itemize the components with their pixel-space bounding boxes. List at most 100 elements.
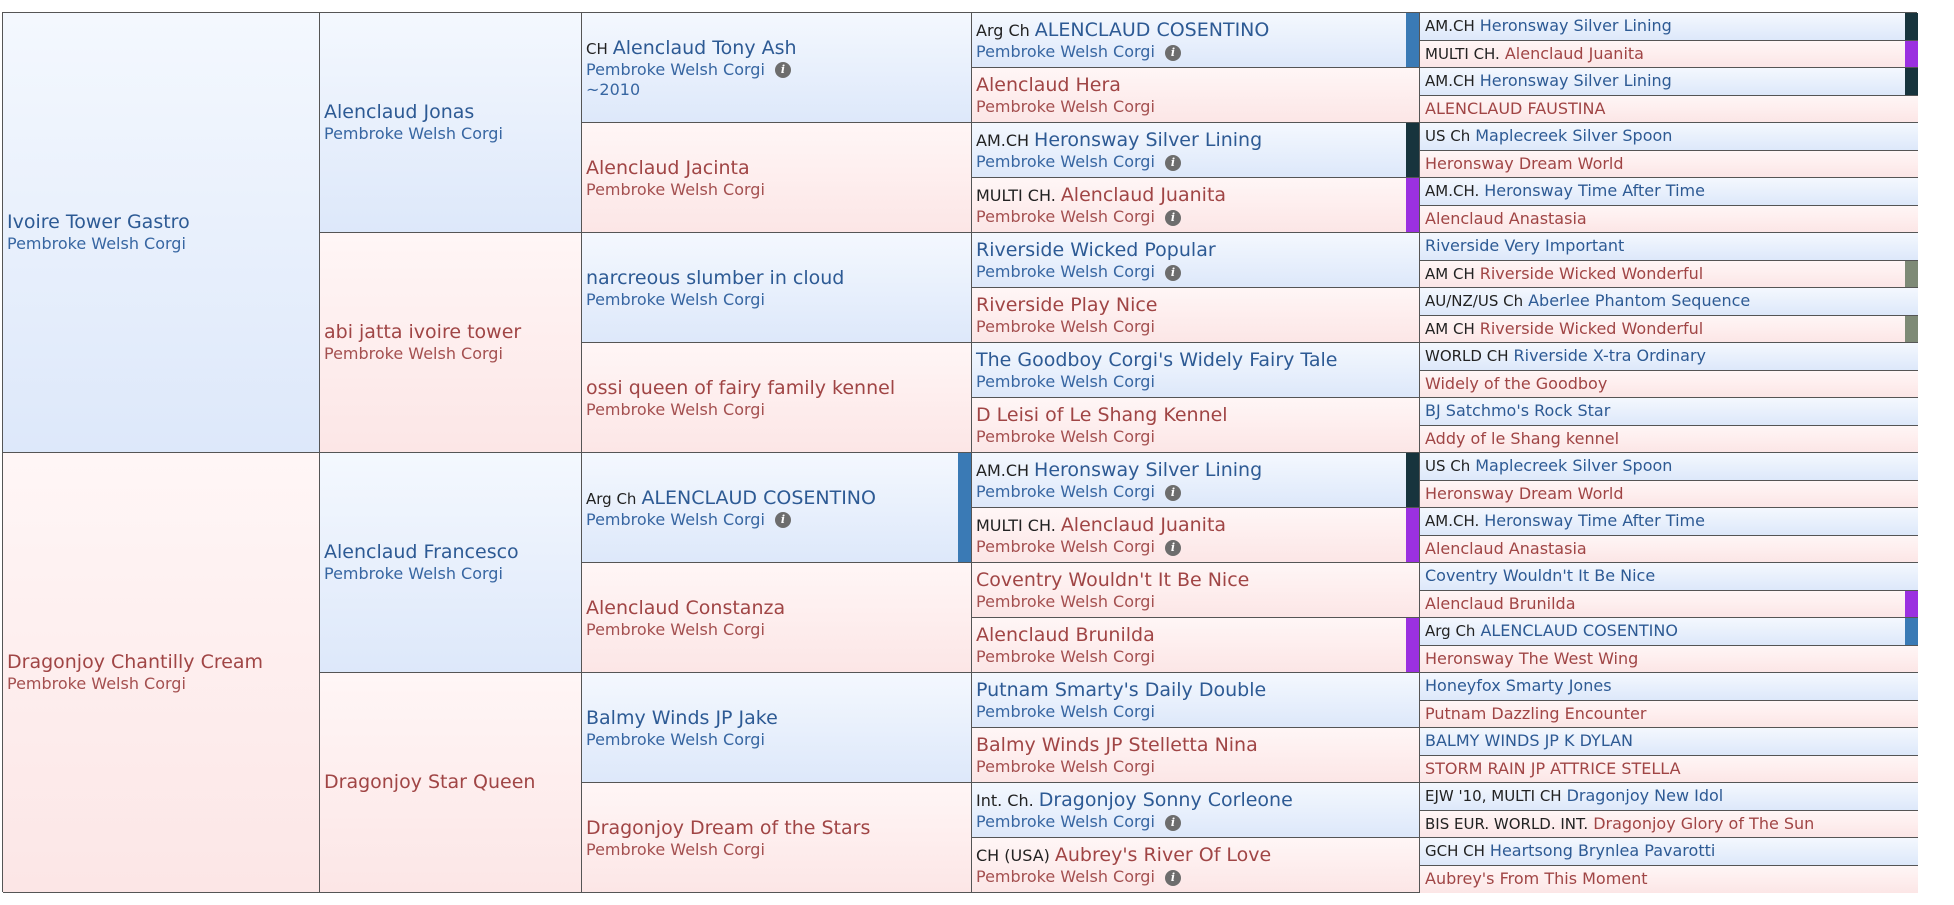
dog-name-link[interactable]: abi jatta ivoire tower — [324, 321, 522, 343]
info-icon[interactable]: i — [1164, 209, 1181, 226]
dog-name-link[interactable]: Alenclaud Juanita — [1060, 184, 1227, 206]
dog-name-link[interactable]: Maplecreek Silver Spoon — [1475, 456, 1673, 476]
info-icon[interactable]: i — [1164, 154, 1181, 171]
dog-name-link[interactable]: Alenclaud Anastasia — [1425, 538, 1587, 558]
breed-label[interactable]: Pembroke Welsh Corgi — [976, 482, 1155, 501]
pedigree-cell[interactable]: US Ch Maplecreek Silver Spoon — [1420, 123, 1918, 151]
breed-label[interactable]: Pembroke Welsh Corgi — [976, 372, 1155, 391]
breed-label[interactable]: Pembroke Welsh Corgi — [586, 619, 765, 639]
dog-name-link[interactable]: BJ Satchmo's Rock Star — [1425, 401, 1611, 421]
breed-label[interactable]: Pembroke Welsh Corgi — [976, 702, 1155, 721]
breed-label[interactable]: Pembroke Welsh Corgi — [976, 812, 1155, 831]
dog-name-link[interactable]: ALENCLAUD COSENTINO — [1034, 19, 1270, 41]
pedigree-cell[interactable]: Coventry Wouldn't It Be Nice Pembroke We… — [972, 563, 1420, 618]
pedigree-cell[interactable]: EJW '10, MULTI CH Dragonjoy New Idol — [1420, 783, 1918, 811]
breed-label[interactable]: Pembroke Welsh Corgi — [976, 537, 1155, 556]
breed-label[interactable]: Pembroke Welsh Corgi — [586, 179, 765, 199]
pedigree-cell[interactable]: Putnam Dazzling Encounter — [1420, 700, 1918, 728]
pedigree-dam-cell[interactable]: Dragonjoy Chantilly Cream Pembroke Welsh… — [3, 453, 320, 893]
breed-label[interactable]: Pembroke Welsh Corgi — [976, 152, 1155, 171]
dog-name-link[interactable]: Honeyfox Smarty Jones — [1425, 676, 1612, 696]
breed-label[interactable]: Pembroke Welsh Corgi — [586, 399, 765, 419]
dog-name-link[interactable]: Heronsway Silver Lining — [1479, 71, 1672, 91]
dog-name-link[interactable]: Heronsway The West Wing — [1425, 648, 1639, 668]
dog-name-link[interactable]: Dragonjoy New Idol — [1566, 786, 1724, 806]
pedigree-cell[interactable]: BALMY WINDS JP K DYLAN — [1420, 728, 1918, 756]
breed-label[interactable]: Pembroke Welsh Corgi — [976, 97, 1155, 116]
pedigree-cell[interactable]: Riverside Play Nice Pembroke Welsh Corgi — [972, 288, 1420, 343]
dog-name-link[interactable]: Widely of the Goodboy — [1425, 373, 1608, 393]
dog-name-link[interactable]: Riverside Play Nice — [976, 294, 1158, 316]
pedigree-cell[interactable]: Dragonjoy Dream of the Stars Pembroke We… — [582, 783, 972, 893]
pedigree-cell[interactable]: ALENCLAUD FAUSTINA — [1420, 95, 1918, 123]
pedigree-cell[interactable]: Alenclaud Hera Pembroke Welsh Corgi — [972, 68, 1420, 123]
breed-label[interactable]: Pembroke Welsh Corgi — [324, 564, 503, 583]
pedigree-cell[interactable]: Arg Ch ALENCLAUD COSENTINO Pembroke Welsh… — [582, 453, 972, 563]
pedigree-cell[interactable]: Alenclaud Anastasia — [1420, 205, 1918, 233]
pedigree-cell[interactable]: AM.CH Heronsway Silver Lining — [1420, 68, 1918, 96]
pedigree-cell[interactable]: Alenclaud Anastasia — [1420, 535, 1918, 563]
pedigree-cell[interactable]: MULTI CH. Alenclaud Juanita Pembroke Wels… — [972, 508, 1420, 563]
breed-label[interactable]: Pembroke Welsh Corgi — [976, 42, 1155, 61]
pedigree-cell[interactable]: Arg Ch ALENCLAUD COSENTINO Pembroke Welsh… — [972, 13, 1420, 68]
breed-label[interactable]: Pembroke Welsh Corgi — [976, 427, 1155, 446]
dog-name-link[interactable]: Riverside X-tra Ordinary — [1513, 346, 1706, 366]
dog-name-link[interactable]: Alenclaud Jacinta — [586, 156, 750, 179]
dog-name-link[interactable]: Alenclaud Brunilda — [976, 624, 1155, 646]
dog-name-link[interactable]: Balmy Winds JP Stelletta Nina — [976, 734, 1258, 756]
breed-label[interactable]: Pembroke Welsh Corgi — [976, 647, 1155, 666]
dog-name-link[interactable]: Dragonjoy Sonny Corleone — [1038, 789, 1293, 811]
breed-label[interactable]: Pembroke Welsh Corgi — [7, 674, 186, 693]
pedigree-cell[interactable]: abi jatta ivoire tower Pembroke Welsh Co… — [320, 233, 582, 453]
pedigree-cell[interactable]: AM CH Riverside Wicked Wonderful — [1420, 315, 1918, 343]
dog-name-link[interactable]: Alenclaud Jonas — [324, 101, 475, 123]
dog-name-link[interactable]: Alenclaud Anastasia — [1425, 208, 1587, 228]
dog-name-link[interactable]: STORM RAIN JP ATTRICE STELLA — [1425, 758, 1681, 778]
breed-label[interactable]: Pembroke Welsh Corgi — [586, 729, 765, 749]
info-icon[interactable]: i — [1164, 814, 1181, 831]
dog-name-link[interactable]: Dragonjoy Chantilly Cream — [7, 651, 264, 673]
pedigree-cell[interactable]: Alenclaud Jonas Pembroke Welsh Corgi — [320, 13, 582, 233]
pedigree-sire-cell[interactable]: Ivoire Tower Gastro Pembroke Welsh Corgi — [3, 13, 320, 453]
pedigree-cell[interactable]: AM.CH Heronsway Silver Lining Pembroke We… — [972, 123, 1420, 178]
pedigree-cell[interactable]: Heronsway The West Wing — [1420, 645, 1918, 673]
dog-name-link[interactable]: ossi queen of fairy family kennel — [586, 376, 896, 399]
dog-name-link[interactable]: Putnam Dazzling Encounter — [1425, 703, 1647, 723]
dog-name-link[interactable]: Alenclaud Francesco — [324, 541, 519, 563]
pedigree-cell[interactable]: The Goodboy Corgi's Widely Fairy Tale Pe… — [972, 343, 1420, 398]
pedigree-cell[interactable]: BJ Satchmo's Rock Star — [1420, 398, 1918, 426]
breed-label[interactable]: Pembroke Welsh Corgi — [586, 59, 765, 79]
info-icon[interactable]: i — [1164, 264, 1181, 281]
dog-name-link[interactable]: Dragonjoy Dream of the Stars — [586, 816, 871, 839]
pedigree-cell[interactable]: Honeyfox Smarty Jones — [1420, 673, 1918, 701]
pedigree-cell[interactable]: GCH CH Heartsong Brynlea Pavarotti — [1420, 838, 1918, 866]
info-icon[interactable]: i — [1164, 484, 1181, 501]
breed-label[interactable]: Pembroke Welsh Corgi — [324, 124, 503, 143]
pedigree-cell[interactable]: Riverside Very Important — [1420, 233, 1918, 261]
pedigree-cell[interactable]: Riverside Wicked Popular Pembroke Welsh … — [972, 233, 1420, 288]
pedigree-cell[interactable]: Heronsway Dream World — [1420, 150, 1918, 178]
pedigree-cell[interactable]: STORM RAIN JP ATTRICE STELLA — [1420, 755, 1918, 783]
dog-name-link[interactable]: Balmy Winds JP Jake — [586, 706, 778, 729]
dog-name-link[interactable]: Heronsway Time After Time — [1484, 511, 1705, 531]
dog-name-link[interactable]: Ivoire Tower Gastro — [7, 211, 190, 233]
pedigree-cell[interactable]: Putnam Smarty's Daily Double Pembroke We… — [972, 673, 1420, 728]
pedigree-cell[interactable]: Alenclaud Francesco Pembroke Welsh Corgi — [320, 453, 582, 673]
dog-name-link[interactable]: Putnam Smarty's Daily Double — [976, 679, 1267, 701]
pedigree-cell[interactable]: Arg Ch ALENCLAUD COSENTINO — [1420, 618, 1918, 646]
dog-name-link[interactable]: Heronsway Dream World — [1425, 483, 1624, 503]
pedigree-cell[interactable]: AM CH Riverside Wicked Wonderful — [1420, 260, 1918, 288]
dog-name-link[interactable]: Dragonjoy Star Queen — [324, 771, 536, 793]
pedigree-cell[interactable]: Alenclaud Constanza Pembroke Welsh Corgi — [582, 563, 972, 673]
dog-name-link[interactable]: Alenclaud Constanza — [586, 596, 786, 619]
pedigree-cell[interactable]: WORLD CH Riverside X-tra Ordinary — [1420, 343, 1918, 371]
breed-label[interactable]: Pembroke Welsh Corgi — [324, 344, 503, 363]
pedigree-cell[interactable]: Aubrey's From This Moment — [1420, 865, 1918, 893]
dog-name-link[interactable]: Aubrey's From This Moment — [1425, 869, 1648, 889]
info-icon[interactable]: i — [1164, 539, 1181, 556]
dog-name-link[interactable]: ALENCLAUD FAUSTINA — [1425, 98, 1606, 118]
dog-name-link[interactable]: Coventry Wouldn't It Be Nice — [1425, 566, 1656, 586]
breed-label[interactable]: Pembroke Welsh Corgi — [586, 509, 765, 529]
dog-name-link[interactable]: Riverside Very Important — [1425, 236, 1625, 256]
breed-label[interactable]: Pembroke Welsh Corgi — [976, 757, 1155, 776]
